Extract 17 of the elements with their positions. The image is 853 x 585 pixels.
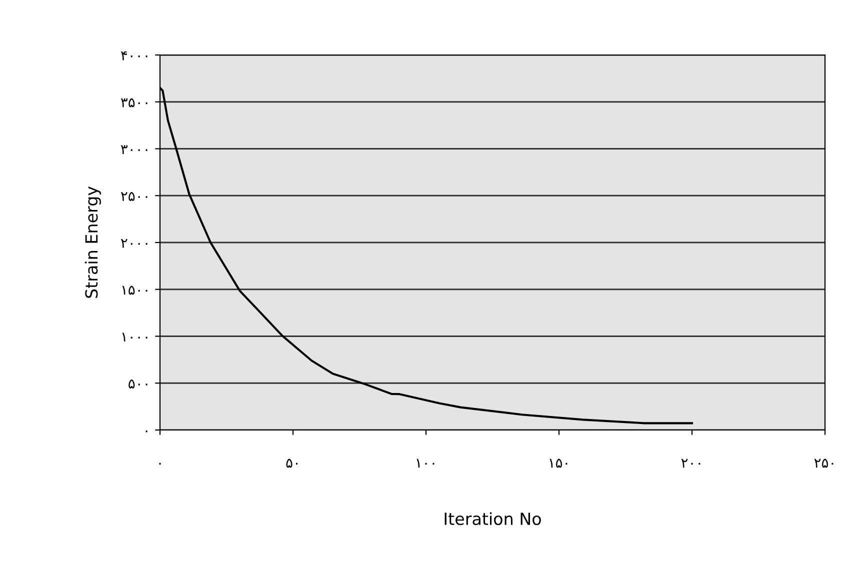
- y-tick-label: ۳۵۰۰: [120, 98, 148, 108]
- y-tick-label: ۱۰۰۰: [122, 332, 148, 342]
- x-tick-label: ۵۰: [286, 458, 298, 468]
- y-axis-title: Strain Energy: [84, 186, 101, 298]
- x-tick-label: ۲۵۰: [814, 458, 834, 468]
- y-tick-label: ۱۵۰۰: [122, 286, 148, 295]
- x-tick-label: ۲۰۰: [681, 458, 700, 468]
- y-tick-label: ۵۰۰: [128, 379, 148, 388]
- y-tick-label: ۰: [146, 430, 148, 432]
- y-tick-label: ۲۵۰۰: [120, 192, 148, 201]
- y-tick-label: ۲۰۰۰: [120, 238, 148, 248]
- x-tick-label: ۰: [159, 462, 161, 465]
- y-tick-label: ۴۰۰۰: [120, 51, 148, 60]
- y-tick-label: ۳۰۰۰: [120, 145, 148, 154]
- x-tick-label: ۱۵۰: [550, 458, 568, 468]
- x-tick-label: ۱۰۰: [416, 458, 434, 468]
- x-axis-title: Iteration No: [444, 512, 541, 526]
